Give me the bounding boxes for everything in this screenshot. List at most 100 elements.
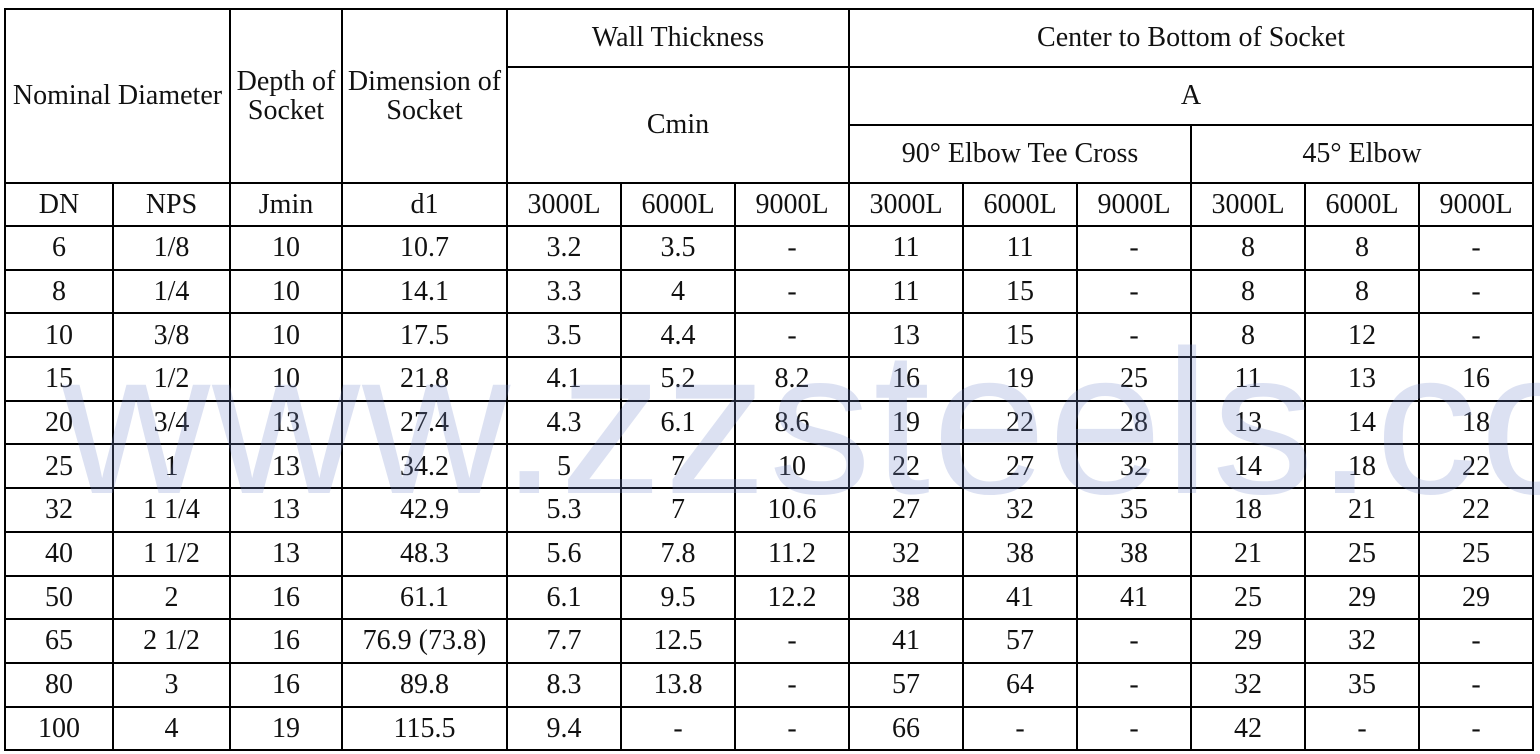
table-cell: 25: [1304, 530, 1420, 577]
table-cell: 115.5: [341, 705, 508, 752]
table-cell: -: [1418, 268, 1534, 315]
table-cell: -: [734, 225, 850, 271]
subheader-cell: Jmin: [229, 182, 343, 227]
table-cell: 89.8: [341, 661, 508, 708]
table-cell: 10: [734, 443, 850, 490]
table-cell: 42.9: [341, 487, 508, 533]
table-cell: 19: [848, 399, 964, 446]
table-cell: 6.1: [620, 399, 736, 446]
header-90-elbow-tee-cross: 90° Elbow Tee Cross: [848, 124, 1192, 184]
table-cell: 28: [1076, 399, 1192, 446]
subheader-row: DN NPS Jmin d1 3000L 6000L 9000L 3000L 6…: [4, 182, 1534, 227]
table-cell: 32: [1304, 618, 1420, 664]
table-cell: 38: [848, 574, 964, 621]
table-cell: 13: [229, 487, 343, 533]
subheader-cell: 6000L: [1304, 182, 1420, 227]
subheader-cell: NPS: [112, 182, 231, 227]
table-cell: 20: [4, 399, 114, 446]
table-cell: 14: [1304, 399, 1420, 446]
header-wall-thickness: Wall Thickness: [506, 8, 850, 68]
table-cell: 3.3: [506, 268, 622, 315]
table-cell: 5.3: [506, 487, 622, 533]
table-cell: 38: [1076, 530, 1192, 577]
table-cell: -: [734, 705, 850, 752]
table-cell: 3.2: [506, 225, 622, 271]
table-cell: 9.4: [506, 705, 622, 752]
table-cell: 32: [1076, 443, 1192, 490]
table-cell: -: [1076, 661, 1192, 708]
table-cell: 7.8: [620, 530, 736, 577]
table-cell: -: [734, 661, 850, 708]
table-cell: 1/2: [112, 356, 231, 402]
subheader-cell: d1: [341, 182, 508, 227]
table-cell: 18: [1418, 399, 1534, 446]
table-cell: 4: [620, 268, 736, 315]
table-cell: -: [734, 618, 850, 664]
table-cell: 6: [4, 225, 114, 271]
table-cell: -: [734, 268, 850, 315]
table-cell: 8: [1304, 268, 1420, 315]
table-cell: 10: [229, 268, 343, 315]
table-cell: 16: [848, 356, 964, 402]
table-cell: 3/4: [112, 399, 231, 446]
table-cell: 21: [1190, 530, 1306, 577]
table-cell: 11: [1190, 356, 1306, 402]
table-cell: 14.1: [341, 268, 508, 315]
table-cell: 17.5: [341, 312, 508, 359]
table-cell: -: [1076, 705, 1192, 752]
table-cell: 10.7: [341, 225, 508, 271]
table-cell: 1/4: [112, 268, 231, 315]
subheader-cell: 9000L: [1418, 182, 1534, 227]
table-cell: 1 1/4: [112, 487, 231, 533]
table-cell: 57: [962, 618, 1078, 664]
header-cmin: Cmin: [506, 66, 850, 184]
table-cell: 35: [1076, 487, 1192, 533]
table-cell: 7.7: [506, 618, 622, 664]
table-cell: 76.9 (73.8): [341, 618, 508, 664]
table-cell: 4.4: [620, 312, 736, 359]
table-cell: 13: [1304, 356, 1420, 402]
table-cell: 80: [4, 661, 114, 708]
table-cell: 11: [848, 225, 964, 271]
table-cell: -: [1076, 225, 1192, 271]
subheader-cell: 9000L: [734, 182, 850, 227]
table-cell: 1 1/2: [112, 530, 231, 577]
table-cell: -: [1076, 312, 1192, 359]
table-row: 100 4 19 115.5 9.4- -66- -42- -: [4, 705, 1534, 752]
subheader-cell: 3000L: [506, 182, 622, 227]
table-cell: 35: [1304, 661, 1420, 708]
table-cell: 19: [229, 705, 343, 752]
table-cell: 5.6: [506, 530, 622, 577]
table-cell: 12.5: [620, 618, 736, 664]
table-cell: 32: [848, 530, 964, 577]
table-cell: 41: [848, 618, 964, 664]
table-cell: 13: [229, 443, 343, 490]
table-row: 50 2 16 61.1 6.1 9.5 12.2 38 41 41 25 29 29: [4, 574, 1534, 621]
table-cell: 64: [962, 661, 1078, 708]
dimension-table-wrapper: Nominal Diameter Depth of Socket Dimensi…: [4, 8, 1534, 752]
table-cell: 4: [112, 705, 231, 752]
table-cell: 7: [620, 443, 736, 490]
subheader-cell: 6000L: [962, 182, 1078, 227]
table-cell: 8: [1190, 268, 1306, 315]
table-cell: 41: [1076, 574, 1192, 621]
table-cell: 12: [1304, 312, 1420, 359]
table-cell: 21.8: [341, 356, 508, 402]
table-cell: 100: [4, 705, 114, 752]
table-cell: 25: [4, 443, 114, 490]
table-cell: -: [1418, 225, 1534, 271]
table-cell: 1/8: [112, 225, 231, 271]
table-cell: 13.8: [620, 661, 736, 708]
table-cell: 7: [620, 487, 736, 533]
table-cell: 8.6: [734, 399, 850, 446]
table-cell: 38: [962, 530, 1078, 577]
table-cell: 15: [962, 312, 1078, 359]
table-cell: 8: [4, 268, 114, 315]
table-cell: 6.1: [506, 574, 622, 621]
table-cell: 18: [1304, 443, 1420, 490]
table-cell: 41: [962, 574, 1078, 621]
table-row: 8 1/4 10 14.1 3.3 4-11 15-8 8-: [4, 268, 1534, 315]
table-cell: 19: [962, 356, 1078, 402]
table-cell: -: [962, 705, 1078, 752]
subheader-cell: 3000L: [848, 182, 964, 227]
